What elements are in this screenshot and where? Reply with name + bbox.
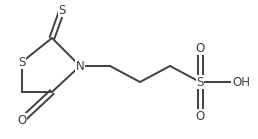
Text: S: S: [58, 3, 66, 17]
Text: O: O: [195, 110, 205, 122]
Text: S: S: [196, 75, 204, 89]
Text: O: O: [17, 114, 27, 126]
Text: S: S: [18, 55, 26, 69]
Text: N: N: [76, 59, 84, 73]
Text: OH: OH: [232, 75, 250, 89]
Text: O: O: [195, 42, 205, 54]
